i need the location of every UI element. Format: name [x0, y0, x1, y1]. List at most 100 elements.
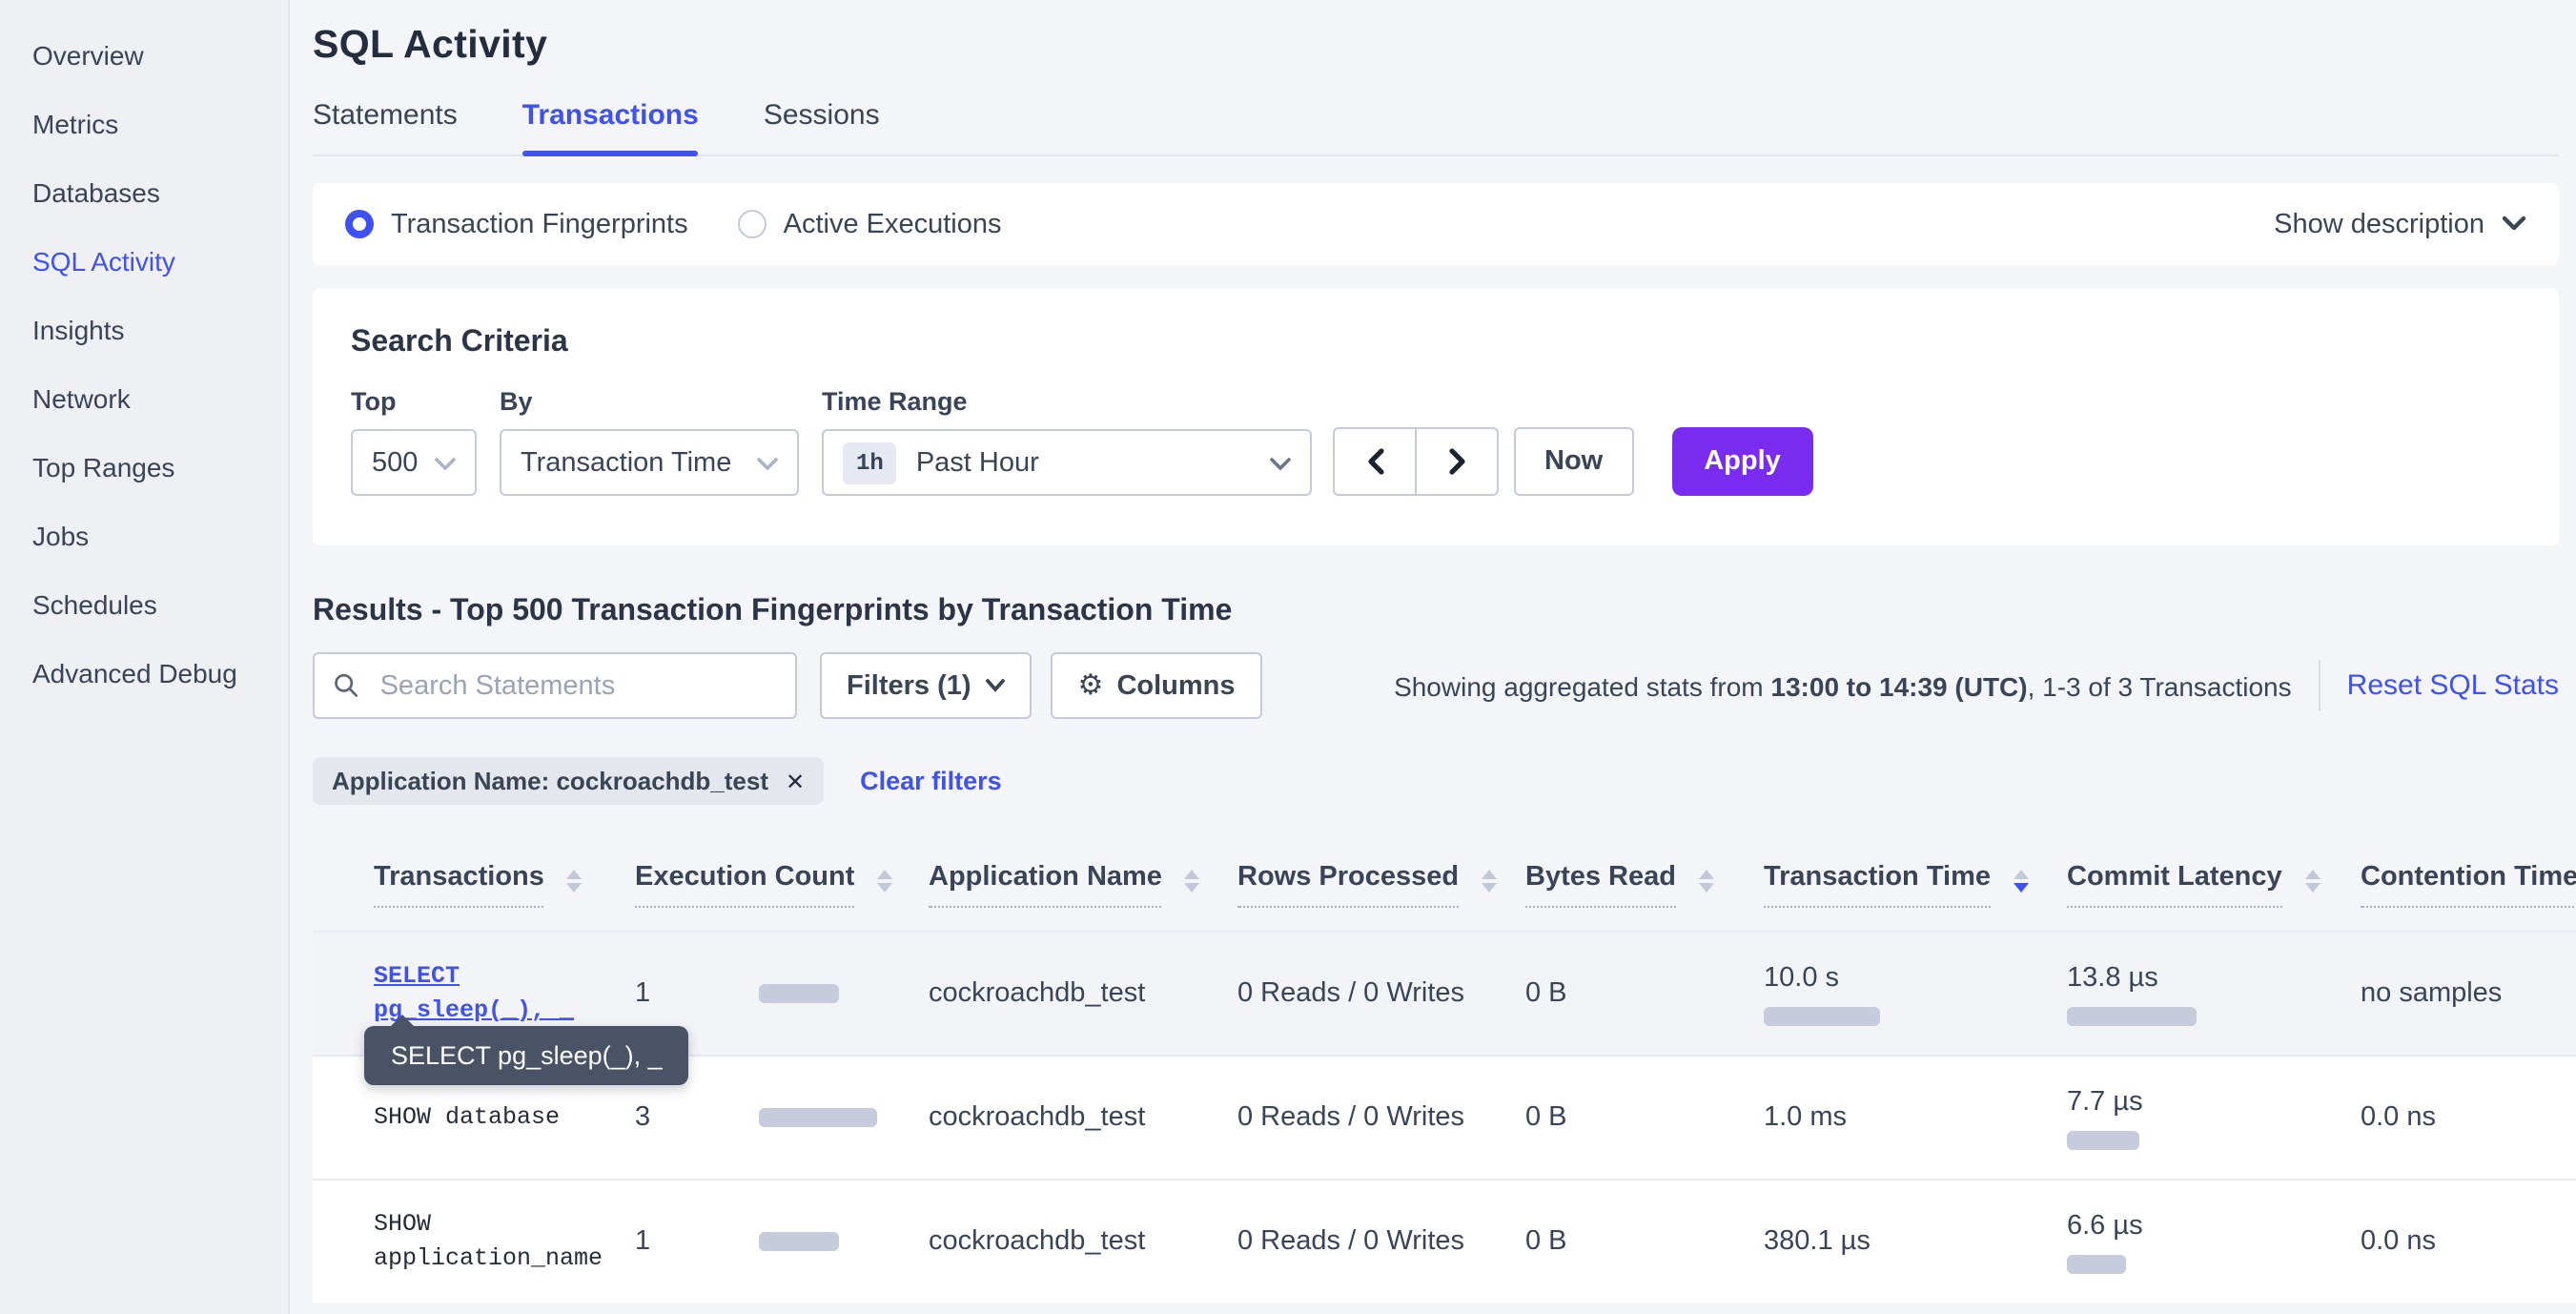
table-row: SHOW application_name 1 cockroachdb_test 0 …: [313, 1179, 2576, 1303]
radio-transaction-fingerprints[interactable]: Transaction Fingerprints: [345, 209, 688, 239]
view-toggle-bar: Transaction Fingerprints Active Executio…: [313, 183, 2559, 265]
top-label: Top: [351, 387, 397, 416]
application-name-cell: cockroachdb_test: [929, 1102, 1146, 1133]
sort-icon[interactable]: [1482, 870, 1498, 893]
radio-unselected-icon[interactable]: [737, 210, 767, 238]
sort-icon[interactable]: [2014, 870, 2029, 893]
column-header-transactions: Transactions: [374, 862, 635, 908]
commit-latency-cell: 7.7 µs: [2067, 1086, 2361, 1149]
column-header-label[interactable]: Application Name: [929, 862, 1162, 908]
transaction-time-cell: 380.1 µs: [1764, 1226, 2067, 1257]
radio-label: Transaction Fingerprints: [391, 209, 688, 239]
columns-button[interactable]: ⚙ Columns: [1051, 652, 1262, 719]
commit-latency-cell: 13.8 µs: [2067, 962, 2361, 1025]
column-header-label[interactable]: Execution Count: [635, 862, 855, 908]
commit-latency-cell: 6.6 µs: [2067, 1210, 2361, 1273]
sidebar: Overview Metrics Databases SQL Activity Insi…: [0, 0, 290, 1314]
apply-button[interactable]: Apply: [1671, 427, 1813, 496]
application-name-cell: cockroachdb_test: [929, 978, 1146, 1009]
time-range-select[interactable]: 1h Past Hour: [822, 429, 1312, 496]
transaction-time-cell: 1.0 ms: [1764, 1102, 2067, 1133]
search-criteria-title: Search Criteria: [351, 326, 568, 359]
transaction-fingerprint-link[interactable]: SHOW database: [374, 1104, 561, 1131]
chevron-down-icon: [2502, 216, 2526, 231]
chevron-down-icon: [435, 447, 456, 478]
aggregated-stats-text: Showing aggregated stats from 13:00 to 1…: [1394, 670, 2292, 701]
now-button[interactable]: Now: [1514, 427, 1634, 496]
execution-count-cell: 3: [635, 1057, 929, 1179]
commit-latency-value: 7.7 µs: [2067, 1086, 2143, 1117]
commit-latency-bar: [2067, 1130, 2139, 1149]
sidebar-item-overview[interactable]: Overview: [32, 40, 144, 71]
tab-transactions[interactable]: Transactions: [521, 99, 699, 156]
page-title: SQL Activity: [313, 23, 548, 67]
sort-asc-icon: [877, 870, 893, 879]
radio-active-executions[interactable]: Active Executions: [737, 209, 1002, 239]
sort-asc-icon: [1482, 870, 1498, 879]
commit-latency-value: 6.6 µs: [2067, 1210, 2143, 1241]
column-header-label[interactable]: Rows Processed: [1237, 862, 1460, 908]
execution-count-value: 1: [635, 1226, 651, 1257]
table-body: SELECT pg_sleep(_), _ 1 cockroachdb_test 0 …: [313, 931, 2576, 1303]
column-header-contention-time: Contention Time: [2361, 862, 2576, 908]
filters-button[interactable]: Filters (1): [820, 652, 1032, 719]
sort-desc-icon: [1698, 883, 1714, 893]
sidebar-item-metrics[interactable]: Metrics: [32, 109, 119, 139]
rows-processed-cell: 0 Reads / 0 Writes: [1237, 978, 1465, 1009]
sort-icon[interactable]: [1698, 870, 1714, 893]
sort-asc-icon: [2304, 870, 2320, 879]
by-select[interactable]: Transaction Time: [500, 429, 799, 496]
sidebar-item-databases[interactable]: Databases: [32, 177, 160, 208]
sidebar-item-jobs[interactable]: Jobs: [32, 521, 90, 551]
bytes-read-cell: 0 B: [1525, 1226, 1567, 1257]
search-icon: [335, 673, 358, 697]
transaction-time-value: 380.1 µs: [1764, 1226, 1871, 1257]
sort-icon[interactable]: [1184, 870, 1200, 893]
sort-desc-icon: [1482, 883, 1498, 893]
tab-sessions[interactable]: Sessions: [763, 99, 880, 132]
table-controls: Filters (1) ⚙ Columns Showing aggregated…: [313, 652, 2559, 719]
search-statements-input[interactable]: [376, 668, 776, 703]
application-name-cell: cockroachdb_test: [929, 1226, 1146, 1257]
column-header-label[interactable]: Bytes Read: [1525, 862, 1676, 908]
column-header-label[interactable]: Contention Time: [2361, 862, 2576, 908]
tooltip-text: SELECT pg_sleep(_), _: [391, 1041, 663, 1070]
sort-icon[interactable]: [566, 870, 583, 893]
sort-icon[interactable]: [2304, 870, 2320, 893]
transaction-time-value: 1.0 ms: [1764, 1102, 1848, 1133]
tab-statements[interactable]: Statements: [313, 99, 458, 132]
filters-label: Filters (1): [847, 670, 971, 701]
previous-time-range-button[interactable]: [1335, 429, 1415, 494]
time-range-label: Time Range: [822, 387, 968, 416]
clear-filters-link[interactable]: Clear filters: [860, 767, 1002, 795]
sort-asc-icon: [1184, 870, 1200, 879]
show-description-toggle[interactable]: Show description: [2274, 209, 2526, 239]
sort-desc-icon: [877, 883, 893, 893]
remove-filter-icon[interactable]: ✕: [786, 768, 806, 794]
transaction-fingerprint-link[interactable]: SHOW application_name: [374, 1211, 603, 1272]
sidebar-item-insights[interactable]: Insights: [32, 315, 125, 345]
contention-time-cell: 0.0 ns: [2361, 1226, 2436, 1257]
reset-sql-stats-link[interactable]: Reset SQL Stats: [2346, 669, 2559, 702]
next-time-range-button[interactable]: [1415, 429, 1497, 494]
column-header-label[interactable]: Transaction Time: [1764, 862, 1991, 908]
contention-time-cell: no samples: [2361, 978, 2503, 1009]
sort-icon[interactable]: [877, 870, 893, 893]
column-header-transaction-time: Transaction Time: [1764, 862, 2067, 908]
column-header-label[interactable]: Commit Latency: [2067, 862, 2282, 908]
column-header-application-name: Application Name: [929, 862, 1237, 908]
active-filters-row: Application Name: cockroachdb_test ✕ Cle…: [313, 757, 2559, 805]
filter-pill-application-name[interactable]: Application Name: cockroachdb_test ✕: [313, 757, 825, 805]
sidebar-item-sql-activity[interactable]: SQL Activity: [32, 246, 175, 277]
bytes-read-cell: 0 B: [1525, 1102, 1567, 1133]
sidebar-item-schedules[interactable]: Schedules: [32, 589, 157, 620]
execution-count-bar: [759, 984, 839, 1003]
sidebar-item-top-ranges[interactable]: Top Ranges: [32, 452, 175, 482]
top-select[interactable]: 500: [351, 429, 477, 496]
filter-pill-label: Application Name: cockroachdb_test: [332, 767, 768, 795]
sidebar-item-advanced-debug[interactable]: Advanced Debug: [32, 658, 237, 688]
radio-selected-icon[interactable]: [345, 210, 374, 238]
column-header-label[interactable]: Transactions: [374, 862, 544, 908]
sidebar-item-network[interactable]: Network: [32, 383, 131, 414]
